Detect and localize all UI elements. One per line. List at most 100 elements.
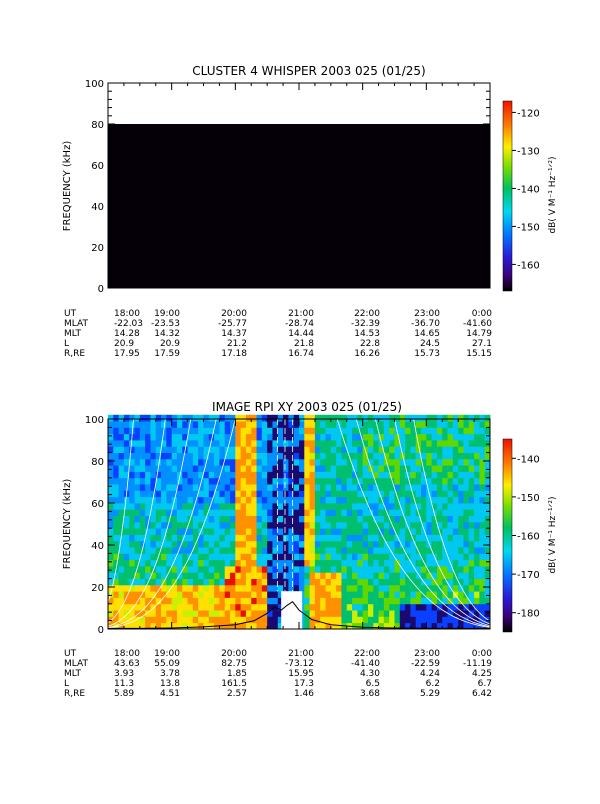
spectrogram-cell	[474, 521, 480, 529]
spectrogram-cell	[431, 521, 438, 529]
spectrogram-cell	[208, 484, 215, 491]
spectrogram-cell	[267, 465, 273, 472]
spectrogram-cell	[474, 534, 480, 542]
spectrogram-cell	[352, 421, 358, 428]
spectrogram-cell	[176, 433, 183, 441]
spectrogram-cell	[150, 440, 157, 447]
spectrogram-cell	[182, 433, 188, 441]
spectrogram-cell	[367, 433, 374, 441]
spectrogram-cell	[176, 446, 183, 453]
spectrogram-cell	[208, 427, 215, 435]
spectrogram-cell	[299, 477, 305, 485]
spectrogram-cell	[108, 616, 114, 624]
spectrogram-cell	[468, 534, 475, 542]
model-curve	[355, 418, 491, 628]
spectrogram-cell	[352, 427, 358, 435]
spectrogram-cell	[299, 515, 305, 523]
spectrogram-cell	[325, 471, 332, 479]
spectrogram-cell	[431, 547, 438, 554]
spectrogram-cell	[458, 452, 464, 460]
spectrogram-cell	[129, 509, 135, 516]
spectrogram-cell	[118, 458, 125, 466]
spectrogram-cell	[426, 440, 433, 447]
spectrogram-cell	[383, 515, 390, 523]
spectrogram-cell	[314, 610, 321, 617]
spectrogram-cell	[245, 490, 252, 498]
spectrogram-cell	[362, 534, 369, 542]
spectrogram-cell	[389, 509, 395, 516]
spectrogram-cell	[230, 496, 236, 504]
spectrogram-cell	[309, 553, 316, 561]
spectrogram-cell	[219, 528, 226, 535]
spectrogram-cell	[139, 433, 146, 441]
spectrogram-cell	[108, 534, 114, 542]
spectrogram-cell	[166, 566, 173, 573]
spectrogram-cell	[309, 421, 316, 428]
spectrogram-cell	[123, 547, 130, 554]
spectrogram-cell	[139, 610, 146, 617]
spectrogram-cell	[267, 566, 273, 573]
ephemeris-value: 14.53	[354, 329, 380, 339]
spectrogram-cell	[277, 490, 284, 498]
spectrogram-cell	[176, 610, 183, 617]
spectrogram-cell	[224, 559, 231, 567]
spectrogram-cell	[362, 458, 369, 466]
spectrogram-cell	[479, 446, 486, 453]
spectrogram-cell	[240, 610, 247, 617]
spectrogram-cell	[484, 446, 491, 453]
spectrogram-cell	[367, 547, 374, 554]
spectrogram-cell	[182, 591, 188, 598]
spectrogram-cell	[272, 503, 279, 510]
spectrogram-cell	[357, 458, 364, 466]
spectrogram-cell	[123, 528, 130, 535]
spectrogram-cell	[415, 515, 422, 523]
spectrogram-cell	[166, 509, 173, 516]
spectrogram-cell	[378, 610, 385, 617]
spectrogram-cell	[145, 465, 151, 472]
spectrogram-cell	[330, 521, 337, 529]
spectrogram-cell	[208, 458, 215, 466]
spectrogram-cell	[362, 622, 369, 630]
spectrogram-cell	[468, 471, 475, 479]
spectrogram-cell	[224, 509, 231, 516]
spectrogram-cell	[155, 421, 162, 428]
spectrogram-cell	[410, 471, 417, 479]
spectrogram-cell	[245, 421, 252, 428]
spectrogram-cell	[214, 496, 220, 504]
spectrogram-cell	[442, 414, 448, 422]
spectrogram-cell	[373, 566, 379, 573]
spectrogram-cell	[118, 591, 125, 598]
spectrogram-cell	[176, 477, 183, 485]
spectrogram-cell	[192, 509, 199, 516]
spectrogram-cell	[123, 427, 130, 435]
spectrogram-cell	[341, 484, 348, 491]
spectrogram-cell	[299, 540, 305, 548]
spectrogram-cell	[267, 421, 273, 428]
spectrogram-cell	[176, 421, 183, 428]
spectrogram-cell	[410, 559, 417, 567]
spectrogram-cell	[240, 490, 247, 498]
spectrogram-cell	[272, 521, 279, 529]
spectrogram-cell	[182, 503, 188, 510]
spectrogram-cell	[330, 490, 337, 498]
spectrogram-cell	[309, 471, 316, 479]
spectrogram-cell	[452, 534, 459, 542]
spectrogram-cell	[410, 584, 417, 592]
spectrogram-cell	[235, 471, 242, 479]
spectrogram-cell	[198, 503, 204, 510]
spectrogram-cell	[293, 503, 300, 510]
spectrogram-cell	[182, 465, 188, 472]
spectrogram-cell	[383, 559, 390, 567]
spectrogram-cell	[442, 553, 448, 561]
spectrogram-cell	[214, 578, 220, 586]
spectrogram-cell	[373, 496, 379, 504]
spectrogram-cell	[336, 597, 342, 605]
spectrogram-cell	[389, 622, 395, 630]
spectrogram-cell	[219, 547, 226, 554]
spectrogram-cell	[288, 446, 295, 453]
spectrogram-cell	[139, 578, 146, 586]
spectrogram-cell	[251, 566, 257, 573]
spectrogram-cell	[113, 440, 120, 447]
spectrogram-cell	[224, 622, 231, 630]
spectrogram-cell	[474, 566, 480, 573]
